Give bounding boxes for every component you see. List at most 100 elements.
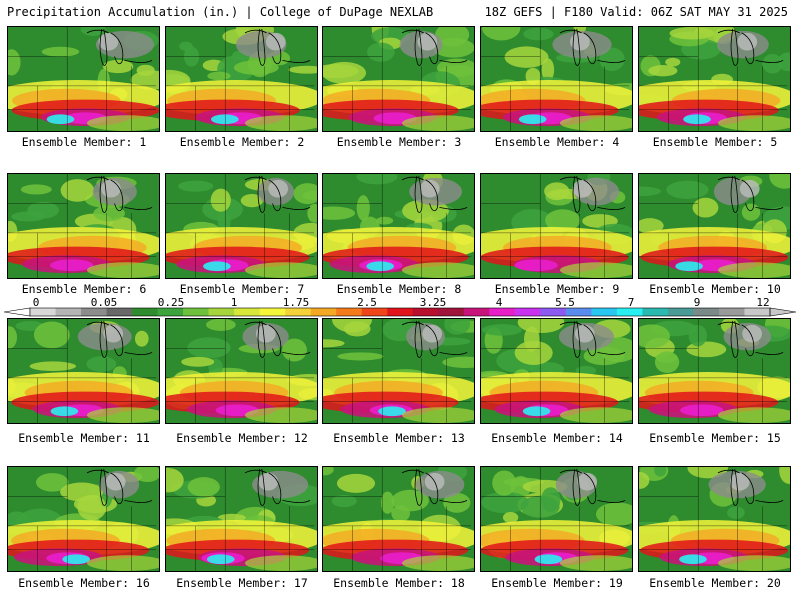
precip-map — [166, 27, 317, 131]
ensemble-member-label: Ensemble Member: 10 — [649, 282, 781, 296]
legend-color-swatch — [132, 308, 158, 316]
legend-color-swatch — [718, 308, 745, 316]
legend-color-swatch — [234, 308, 260, 316]
legend-color-swatch — [387, 308, 414, 316]
legend-tick-label: 9 — [693, 296, 701, 309]
legend-color-swatch — [285, 308, 311, 316]
precip-map — [166, 467, 317, 571]
legend-color-swatch — [667, 308, 694, 316]
legend-color-swatch — [208, 308, 235, 316]
legend-color-swatch — [361, 308, 388, 316]
precip-map — [323, 467, 474, 571]
precip-map — [481, 174, 632, 278]
legend-color-swatch — [310, 308, 337, 316]
ensemble-member-label: Ensemble Member: 19 — [491, 576, 623, 590]
legend-tick-label: 0.05 — [90, 296, 118, 309]
ensemble-map-panel — [480, 318, 633, 424]
ensemble-map-panel — [638, 26, 791, 132]
legend-color-swatch — [591, 308, 618, 316]
legend-color-bar — [3, 307, 797, 317]
precip-map — [8, 319, 159, 423]
ensemble-map-panel — [165, 318, 318, 424]
ensemble-map-panel — [322, 173, 475, 279]
precip-map — [323, 27, 474, 131]
legend-color-swatch — [540, 308, 567, 316]
ensemble-member-label: Ensemble Member: 14 — [491, 431, 623, 445]
ensemble-map-panel — [480, 26, 633, 132]
precip-map — [323, 319, 474, 423]
legend-tick-label: 1.75 — [282, 296, 310, 309]
ensemble-map-panel — [165, 173, 318, 279]
legend-color-swatch — [489, 308, 516, 316]
ensemble-member-label: Ensemble Member: 6 — [21, 282, 147, 296]
legend-color-swatch — [565, 308, 592, 316]
legend-color-swatch — [259, 308, 286, 316]
legend-tick-label: 1 — [230, 296, 238, 309]
legend-max-arrow — [769, 307, 797, 317]
ensemble-member-label: Ensemble Member: 16 — [18, 576, 150, 590]
ensemble-map-panel — [638, 318, 791, 424]
legend-color-swatch — [183, 308, 209, 316]
ensemble-member-label: Ensemble Member: 3 — [336, 135, 462, 149]
precip-map — [8, 174, 159, 278]
ensemble-member-label: Ensemble Member: 13 — [333, 431, 465, 445]
precip-map — [639, 319, 790, 423]
ensemble-map-panel — [7, 318, 160, 424]
ensemble-member-label: Ensemble Member: 11 — [18, 431, 150, 445]
precip-map — [8, 467, 159, 571]
legend-color-swatch — [438, 308, 465, 316]
ensemble-member-label: Ensemble Member: 20 — [649, 576, 781, 590]
legend-color-swatch — [81, 308, 107, 316]
ensemble-map-panel — [165, 26, 318, 132]
ensemble-map-panel — [322, 318, 475, 424]
ensemble-member-label: Ensemble Member: 17 — [176, 576, 308, 590]
legend-min-arrow — [3, 307, 31, 317]
ensemble-member-label: Ensemble Member: 5 — [652, 135, 778, 149]
legend-color-swatch — [336, 308, 363, 316]
legend-color-swatch — [106, 308, 133, 316]
ensemble-member-label: Ensemble Member: 9 — [494, 282, 620, 296]
legend-tick-labels: 0 0.05 0.25 1 1.75 2.5 3.25 4 5.5 7 9 12 — [0, 296, 800, 309]
legend-color-swatch — [642, 308, 669, 316]
legend-color-swatch — [693, 308, 720, 316]
legend-tick-label: 5.5 — [555, 296, 575, 309]
legend-color-swatch — [55, 308, 82, 316]
legend-tick-label: 4 — [495, 296, 503, 309]
ensemble-map-panel — [480, 466, 633, 572]
legend-color-swatch — [463, 308, 490, 316]
ensemble-member-label: Ensemble Member: 12 — [176, 431, 308, 445]
legend-color-swatch — [412, 308, 439, 316]
color-legend: 0 0.05 0.25 1 1.75 2.5 3.25 4 5.5 7 9 12 — [0, 296, 800, 318]
ensemble-member-label: Ensemble Member: 18 — [333, 576, 465, 590]
ensemble-map-panel — [7, 466, 160, 572]
precip-map — [166, 319, 317, 423]
ensemble-map-panel — [480, 173, 633, 279]
legend-tick-label: 7 — [627, 296, 635, 309]
valid-time: 18Z GEFS | F180 Valid: 06Z SAT MAY 31 20… — [484, 5, 788, 19]
ensemble-map-panel — [322, 466, 475, 572]
legend-color-swatch — [157, 308, 184, 316]
legend-color-swatch — [616, 308, 643, 316]
ensemble-member-label: Ensemble Member: 2 — [179, 135, 305, 149]
legend-color-swatch — [744, 308, 771, 316]
precip-map — [481, 27, 632, 131]
legend-tick-label: 12 — [756, 296, 770, 309]
ensemble-map-panel — [7, 26, 160, 132]
precip-map — [323, 174, 474, 278]
ensemble-map-panel — [638, 173, 791, 279]
precip-map — [639, 467, 790, 571]
ensemble-member-label: Ensemble Member: 15 — [649, 431, 781, 445]
ensemble-member-label: Ensemble Member: 8 — [336, 282, 462, 296]
precip-map — [481, 467, 632, 571]
ensemble-map-panel — [638, 466, 791, 572]
precip-map — [639, 174, 790, 278]
legend-tick-label: 2.5 — [357, 296, 377, 309]
precip-map — [8, 27, 159, 131]
legend-color-swatch — [30, 308, 56, 316]
ensemble-map-panel — [322, 26, 475, 132]
ensemble-member-label: Ensemble Member: 7 — [179, 282, 305, 296]
legend-color-swatch — [514, 308, 541, 316]
ensemble-map-panel — [7, 173, 160, 279]
legend-tick-label: 0 — [32, 296, 40, 309]
precip-map — [481, 319, 632, 423]
